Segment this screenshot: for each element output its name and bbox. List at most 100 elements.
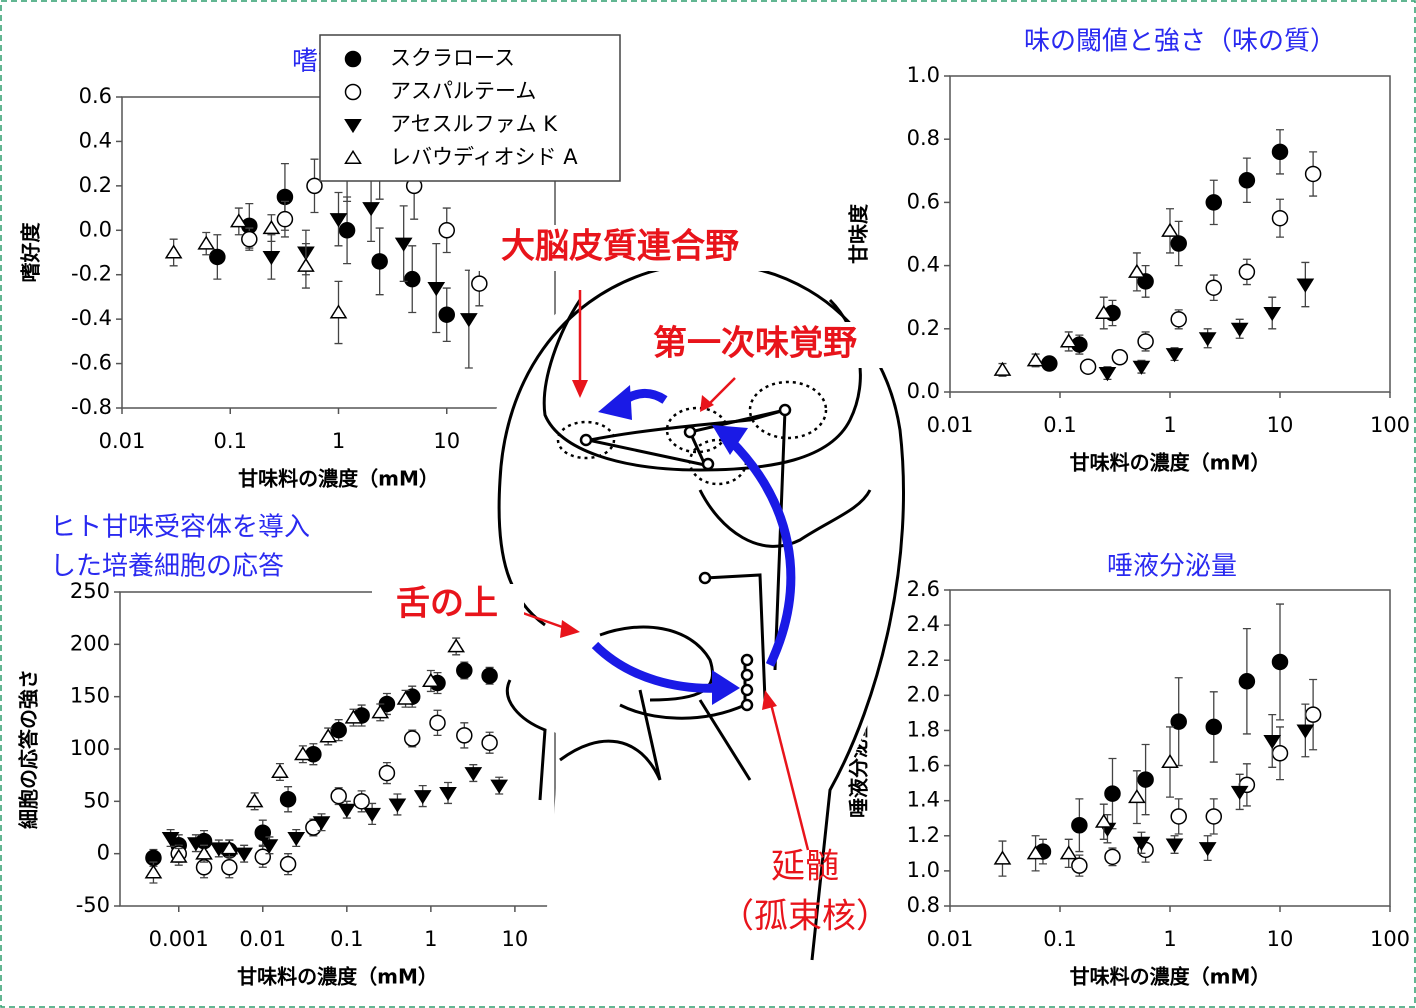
x-axis-label: 甘味料の濃度（mM）	[1070, 451, 1271, 475]
marker	[390, 799, 405, 811]
marker	[281, 792, 296, 807]
y-tick-label: -50	[76, 893, 110, 917]
marker	[429, 283, 444, 295]
diagram-label: 第一次味覚野	[653, 324, 857, 364]
marker	[1028, 354, 1043, 366]
marker	[372, 254, 387, 269]
marker	[449, 640, 464, 652]
marker	[1072, 858, 1087, 873]
marker	[457, 663, 472, 678]
marker	[1206, 195, 1221, 210]
marker	[340, 223, 355, 238]
chart-title: ヒト甘味受容体を導入	[50, 513, 310, 543]
y-tick-label: 150	[70, 684, 110, 708]
y-tick-label: 0.6	[907, 189, 940, 213]
legend-label: スクラロース	[390, 46, 515, 70]
marker	[1105, 786, 1120, 801]
marker	[1239, 264, 1254, 279]
marker	[1232, 324, 1247, 336]
marker	[1171, 809, 1186, 824]
marker	[1171, 312, 1186, 327]
marker	[1306, 166, 1321, 181]
marker	[379, 766, 394, 781]
y-tick-label: 100	[70, 736, 110, 760]
marker	[264, 252, 279, 264]
marker	[1138, 334, 1153, 349]
marker	[197, 847, 212, 859]
legend-label: レバウディオシド A	[390, 145, 578, 169]
marker	[1167, 349, 1182, 361]
y-tick-label: 0.2	[79, 173, 112, 197]
y-tick-label: 50	[83, 788, 110, 812]
marker	[281, 857, 296, 872]
y-tick-label: -0.8	[71, 395, 112, 419]
marker	[1306, 707, 1321, 722]
y-axis-label: 甘味度	[847, 203, 871, 264]
marker	[339, 804, 354, 816]
marker	[222, 860, 237, 875]
y-tick-label: 2.6	[907, 577, 940, 601]
marker	[166, 246, 181, 258]
x-axis-label: 甘味料の濃度（mM）	[237, 965, 438, 989]
y-tick-label: 1.6	[907, 753, 940, 777]
x-tick-label: 10	[502, 927, 529, 951]
y-tick-label: 0.6	[79, 84, 112, 108]
marker	[430, 715, 445, 730]
marker	[1163, 755, 1178, 767]
y-axis-label: 細胞の応答の強さ	[17, 669, 41, 829]
marker	[441, 788, 456, 800]
marker	[1167, 839, 1182, 851]
diagram-label: 舌の上	[396, 584, 498, 624]
x-tick-label: 1	[1163, 927, 1176, 951]
marker	[247, 795, 262, 807]
y-tick-label: 1.0	[907, 858, 940, 882]
marker	[364, 203, 379, 215]
page: -0.8-0.6-0.4-0.20.00.20.40.60.010.111010…	[0, 0, 1416, 1008]
x-tick-label: 1	[424, 927, 437, 951]
marker	[1042, 356, 1057, 371]
y-tick-label: 2.4	[907, 612, 940, 636]
marker	[1298, 725, 1313, 737]
marker	[1200, 843, 1215, 855]
marker	[415, 791, 430, 803]
diagram-label: 大脳皮質連合野	[501, 227, 739, 267]
marker	[1171, 236, 1186, 251]
x-tick-label: 0.001	[149, 927, 209, 951]
y-tick-label: 0.2	[907, 316, 940, 340]
head-diagram	[479, 261, 911, 1000]
x-tick-label: 10	[1267, 413, 1294, 437]
marker	[1200, 333, 1215, 345]
marker	[272, 765, 287, 777]
figure: -0.8-0.6-0.4-0.20.00.20.40.60.010.111010…	[0, 0, 1416, 1008]
y-tick-label: 200	[70, 631, 110, 655]
marker	[298, 259, 313, 271]
marker	[1129, 265, 1144, 277]
y-tick-label: 0	[97, 841, 110, 865]
marker	[396, 238, 411, 250]
x-tick-label: 0.01	[927, 927, 974, 951]
marker	[146, 866, 161, 878]
marker	[1096, 815, 1111, 827]
marker	[1105, 849, 1120, 864]
x-tick-label: 100	[1370, 413, 1410, 437]
legend-label: アスパルテーム	[390, 79, 536, 103]
y-tick-label: -0.2	[71, 262, 112, 286]
marker	[331, 723, 346, 738]
x-tick-label: 100	[1370, 927, 1410, 951]
marker	[405, 731, 420, 746]
marker	[1239, 173, 1254, 188]
y-tick-label: 2.0	[907, 682, 940, 706]
marker	[1206, 719, 1221, 734]
x-axis-label: 甘味料の濃度（mM）	[1070, 965, 1271, 989]
marker	[354, 794, 369, 809]
marker	[461, 314, 476, 326]
y-axis-label: 嗜好度	[19, 222, 43, 283]
marker	[995, 852, 1010, 864]
marker	[439, 223, 454, 238]
marker	[346, 85, 361, 100]
x-tick-label: 0.01	[99, 429, 146, 453]
marker	[1138, 772, 1153, 787]
marker	[346, 52, 361, 67]
marker	[1100, 368, 1115, 380]
chart-title: した培養細胞の応答	[50, 552, 284, 582]
